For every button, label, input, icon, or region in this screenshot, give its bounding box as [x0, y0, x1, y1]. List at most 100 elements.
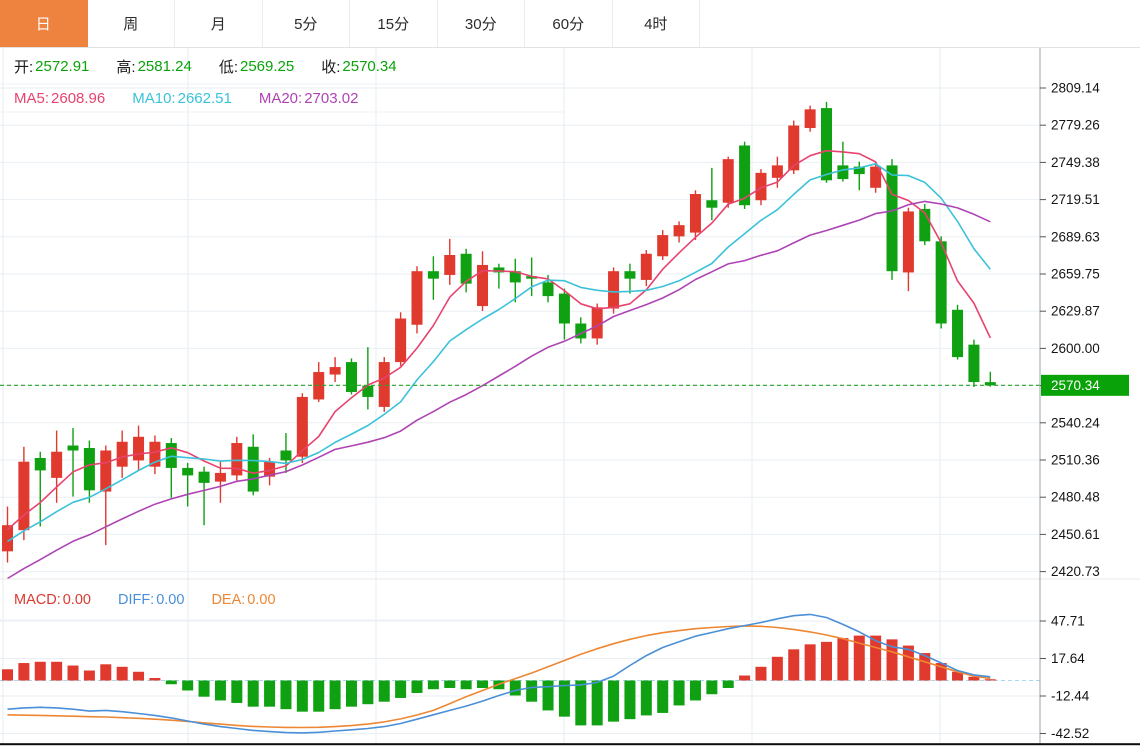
ma10-label: MA10: — [132, 89, 176, 107]
candle-body — [34, 457, 46, 471]
candle-body — [214, 472, 226, 482]
dea-label: DEA: — [211, 592, 246, 608]
diff-label: DIFF: — [117, 592, 155, 608]
high-label: 高: — [116, 58, 136, 76]
macd-bar — [624, 680, 636, 720]
macd-axis-labels: 47.71 17.64 -12.44 -42.52 — [1040, 614, 1090, 741]
macd-bar — [149, 678, 161, 681]
macd-bar — [362, 680, 374, 705]
candle-wick — [842, 141, 844, 182]
price-tick-label: 2809.14 — [1051, 81, 1100, 96]
tab-5min[interactable]: 5分 — [262, 0, 350, 47]
candle-body — [739, 145, 751, 206]
candle-body — [477, 264, 489, 307]
candle-body — [460, 253, 472, 284]
chart-canvas[interactable]: 2809.14 2779.26 2749.38 2719.51 2689.63 2659.… — [0, 48, 1140, 754]
macd-bar — [673, 680, 685, 706]
candle-body — [837, 165, 849, 180]
price-tick-label: 2719.51 — [1051, 192, 1100, 207]
candle-body — [968, 344, 980, 383]
ma5-value: 2608.96 — [51, 89, 106, 107]
tab-30min-label: 30分 — [464, 16, 497, 33]
macd-bar — [722, 680, 734, 688]
candle-body — [853, 166, 865, 175]
macd-bar — [51, 661, 63, 681]
diff-line — [7, 613, 991, 734]
candle-wick — [105, 445, 107, 546]
candle-body — [296, 396, 308, 457]
candle-body — [182, 467, 194, 476]
candle-wick — [498, 263, 500, 289]
candle-wick — [219, 461, 222, 503]
ma20-line-group — [7, 200, 991, 580]
tab-day[interactable]: 日 — [0, 0, 88, 47]
macd-bar — [739, 675, 751, 681]
candle-wick — [203, 466, 205, 526]
candle-body — [657, 235, 669, 257]
dea-line-group — [7, 625, 991, 729]
macd-bar — [706, 680, 718, 695]
candle-body — [329, 367, 341, 375]
candle-body — [984, 382, 996, 386]
macd-tick-label: 47.71 — [1051, 614, 1085, 629]
tab-4hour[interactable]: 4时 — [612, 0, 700, 47]
candle-body — [149, 441, 161, 467]
candle-body — [771, 165, 783, 178]
candle-body — [444, 255, 456, 275]
tab-week[interactable]: 周 — [87, 0, 175, 47]
macd-bar — [231, 680, 243, 703]
price-tick-label: 2659.75 — [1051, 267, 1100, 282]
macd-bar — [18, 663, 30, 681]
macd-tick-label: -42.52 — [1051, 726, 1089, 741]
tab-30min[interactable]: 30分 — [437, 0, 525, 47]
price-tick-label: 2420.73 — [1051, 564, 1100, 579]
grid-lines — [0, 48, 1040, 743]
high-value: 2581.24 — [137, 57, 192, 75]
candle-body — [67, 445, 79, 451]
macd-label: MACD: — [14, 592, 61, 608]
macd-tick-label: 17.64 — [1051, 651, 1085, 666]
candle-body — [558, 293, 570, 324]
macd-bar — [804, 644, 816, 681]
dea-value: 0.00 — [247, 592, 276, 608]
tab-15min[interactable]: 15分 — [350, 0, 438, 47]
macd-bar — [133, 671, 145, 681]
candle-body — [378, 362, 390, 407]
candle-body — [231, 443, 243, 476]
ma20-label: MA20: — [258, 89, 303, 107]
tab-day-label: 日 — [35, 16, 51, 33]
open-value: 2572.91 — [35, 57, 90, 75]
macd-bar — [296, 680, 308, 712]
candle-body — [280, 450, 292, 461]
price-tick-label: 2689.63 — [1051, 229, 1100, 244]
candle-body — [935, 241, 947, 324]
tab-4hour-label: 4时 — [644, 16, 668, 33]
macd-bar — [182, 680, 194, 691]
candle-body — [804, 109, 816, 129]
price-tick-label: 2749.38 — [1051, 155, 1100, 170]
candle-body — [542, 282, 554, 297]
tab-60min[interactable]: 60分 — [525, 0, 613, 47]
candle-wick — [711, 167, 713, 221]
ma5-label: MA5: — [14, 89, 50, 107]
candle-body — [722, 159, 734, 203]
macd-bar — [984, 679, 996, 681]
ma5-line-group — [6, 149, 992, 531]
close-value: 2570.34 — [342, 57, 397, 75]
macd-bar — [886, 639, 898, 681]
macd-bar — [214, 680, 226, 701]
tab-month[interactable]: 月 — [175, 0, 263, 47]
candle-body — [264, 461, 276, 477]
candle-body — [133, 436, 145, 461]
macd-bar — [378, 680, 390, 702]
macd-bar — [608, 680, 620, 722]
candle-body — [2, 525, 13, 552]
tab-5min-label: 5分 — [294, 16, 318, 33]
macd-bar — [165, 680, 177, 685]
candle-body — [624, 271, 636, 279]
macd-bar — [575, 680, 587, 726]
macd-bar — [395, 680, 407, 698]
ma10-value: 2662.51 — [177, 89, 232, 107]
candle-body — [395, 318, 407, 363]
candle-body — [509, 271, 521, 283]
